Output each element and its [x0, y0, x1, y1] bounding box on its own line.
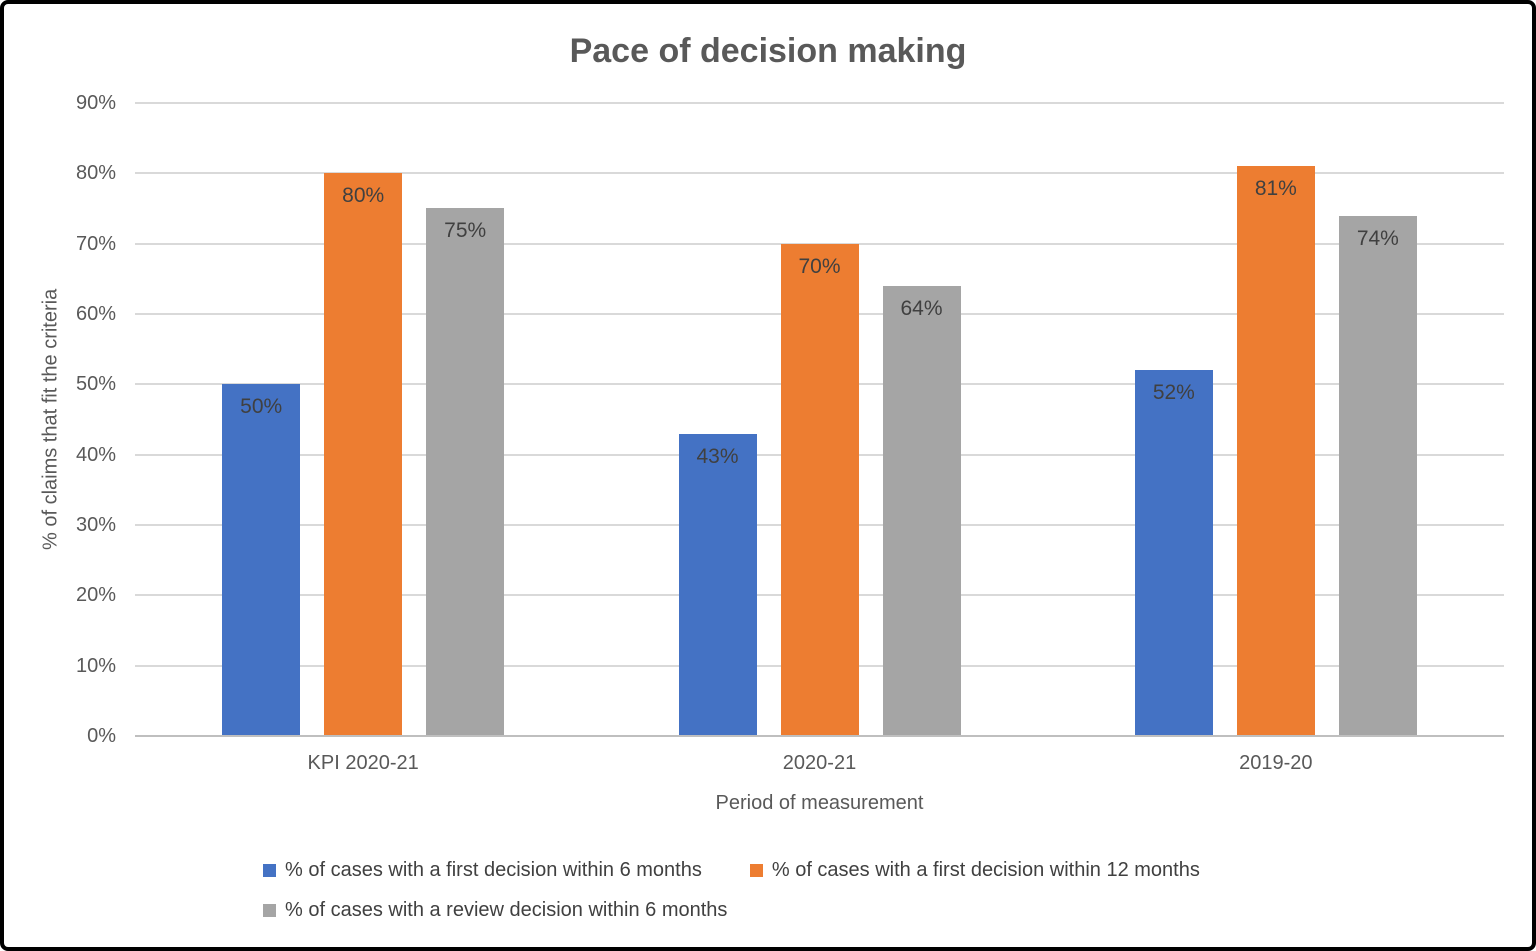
legend: % of cases with a first decision within … — [263, 856, 1273, 924]
x-category-label-2: 2019-20 — [1239, 752, 1313, 774]
y-tick-label-50: 50% — [75, 373, 116, 396]
legend-item-label: % of cases with a first decision within … — [285, 858, 702, 881]
y-tick-label-0: 0% — [87, 725, 116, 747]
legend-item-1: % of cases with a first decision within … — [749, 856, 1200, 884]
bar-value-label: 75% — [444, 219, 487, 242]
bar-value-label: 81% — [1254, 177, 1297, 200]
bar-series2-kpi-2020-21: 75% — [426, 208, 505, 736]
bar-series0-kpi-2020-21: 50% — [222, 384, 301, 736]
bar-series2-2019-20: 74% — [1338, 216, 1417, 736]
bar-value-label: 74% — [1356, 227, 1399, 250]
bar-value-label: 80% — [342, 184, 385, 207]
bar-series0-2019-20: 52% — [1134, 370, 1213, 736]
y-tick-label-10: 10% — [75, 654, 116, 677]
legend-item-0: % of cases with a first decision within … — [263, 856, 702, 884]
chart-title: Pace of decision making — [569, 32, 967, 70]
y-axis-title: % of claims that fit the criteria — [39, 288, 62, 551]
plot-area: 50% 80% 75% 43% 70% 64% 52% 81% 74% — [135, 102, 1504, 737]
x-category-label-0: KPI 2020-21 — [307, 752, 419, 774]
bar-value-label: 70% — [798, 255, 841, 278]
bar-series0-2020-21: 43% — [678, 434, 757, 736]
bar-series1-2019-20: 81% — [1236, 166, 1315, 736]
x-axis-title: Period of measurement — [715, 792, 924, 814]
y-tick-label-80: 80% — [75, 162, 116, 185]
y-tick-label-60: 60% — [75, 303, 116, 325]
gridline-90 — [135, 102, 1504, 104]
y-tick-label-40: 40% — [75, 443, 116, 466]
x-category-label-1: 2020-21 — [782, 752, 857, 774]
y-tick-label-30: 30% — [75, 514, 116, 536]
bar-value-label: 64% — [900, 297, 943, 320]
bar-value-label: 43% — [696, 445, 739, 468]
gridline-70 — [135, 242, 1504, 245]
bar-series1-kpi-2020-21: 80% — [324, 173, 403, 736]
legend-swatch-icon — [749, 863, 763, 877]
bar-value-label: 52% — [1152, 381, 1195, 404]
legend-item-label: % of cases with a first decision within … — [771, 858, 1200, 881]
legend-swatch-icon — [263, 903, 276, 917]
legend-item-label: % of cases with a review decision within… — [285, 898, 728, 921]
gridline-80 — [135, 172, 1504, 175]
y-tick-label-70: 70% — [75, 232, 116, 255]
bar-series1-2020-21: 70% — [780, 244, 859, 736]
x-axis-line — [135, 735, 1504, 737]
bar-value-label: 50% — [240, 395, 283, 418]
y-tick-label-20: 20% — [75, 584, 116, 607]
legend-swatch-icon — [263, 863, 276, 877]
legend-item-2: % of cases with a review decision within… — [263, 896, 727, 924]
bar-series2-2020-21: 64% — [882, 286, 961, 736]
y-tick-label-90: 90% — [75, 92, 116, 114]
